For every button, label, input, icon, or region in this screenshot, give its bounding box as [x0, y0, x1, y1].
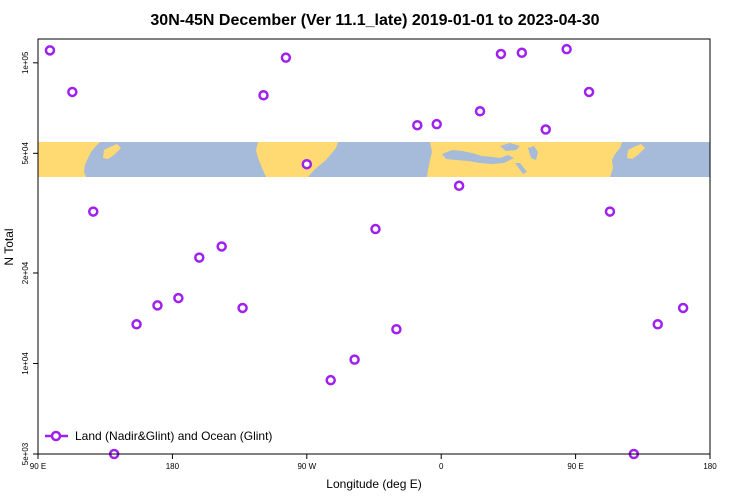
data-point [391, 323, 402, 335]
data-point [412, 119, 423, 131]
data-point [677, 302, 689, 314]
x-tick-label: 0 [439, 462, 444, 471]
data-point [583, 86, 595, 98]
y-axis-label: N Total [2, 228, 16, 265]
x-tick-label: 90 W [297, 462, 316, 471]
map-strip [38, 142, 710, 177]
sea-black [500, 143, 520, 151]
legend: Land (Nadir&Glint) and Ocean (Glint) [45, 429, 272, 443]
data-point [604, 206, 616, 217]
plot-background [38, 39, 710, 454]
data-point [325, 374, 336, 386]
data-point [516, 47, 528, 59]
x-tick-label: 180 [166, 462, 180, 471]
plot-frame [37, 38, 711, 455]
land-eurasia-africa [427, 142, 622, 177]
data-point [453, 180, 465, 192]
legend-marker-swatch [50, 430, 62, 442]
data-point [495, 48, 507, 60]
data-point [540, 124, 551, 135]
y-tick-label: 2e+04 [21, 261, 30, 284]
y-axis-ticks: 5e+03 1e+04 2e+04 5e+04 1e+05 [21, 51, 38, 465]
y-tick-label: 1e+05 [21, 51, 30, 74]
data-point [216, 241, 227, 252]
y-tick-label: 5e+04 [21, 142, 30, 165]
legend-label: Land (Nadir&Glint) and Ocean (Glint) [75, 429, 272, 443]
y-tick-label: 1e+04 [21, 352, 30, 375]
data-point [67, 86, 78, 98]
y-tick-label: 5e+03 [21, 442, 30, 465]
land-japan-left [103, 144, 121, 159]
data-points [44, 43, 689, 460]
land-japan-right [627, 144, 645, 159]
x-axis-label: Longitude (deg E) [326, 477, 421, 491]
data-point [152, 300, 163, 311]
sea-mediterranean [442, 150, 514, 164]
data-point [258, 90, 269, 101]
data-point [173, 292, 184, 304]
x-axis-ticks: 90 E 180 90 W 0 90 E 180 [30, 454, 717, 471]
sea-gulf [515, 163, 527, 174]
data-point [301, 158, 313, 170]
chart-title: 30N-45N December (Ver 11.1_late) 2019-01… [150, 12, 599, 29]
land-north-america [256, 142, 338, 177]
data-point [194, 252, 205, 263]
x-tick-label: 90 E [30, 462, 46, 471]
data-point [370, 223, 381, 235]
data-point [349, 354, 360, 365]
data-point [88, 206, 99, 217]
land-east-asia-left [38, 142, 100, 177]
data-point [44, 45, 56, 56]
data-point [131, 319, 142, 330]
data-point [237, 302, 248, 314]
data-point [280, 52, 292, 63]
sea-caspian [528, 146, 538, 160]
x-tick-label: 90 E [567, 462, 583, 471]
data-point [652, 319, 663, 330]
data-point [474, 106, 486, 117]
data-point [561, 43, 572, 55]
x-tick-label: 180 [703, 462, 717, 471]
data-point [431, 118, 442, 130]
